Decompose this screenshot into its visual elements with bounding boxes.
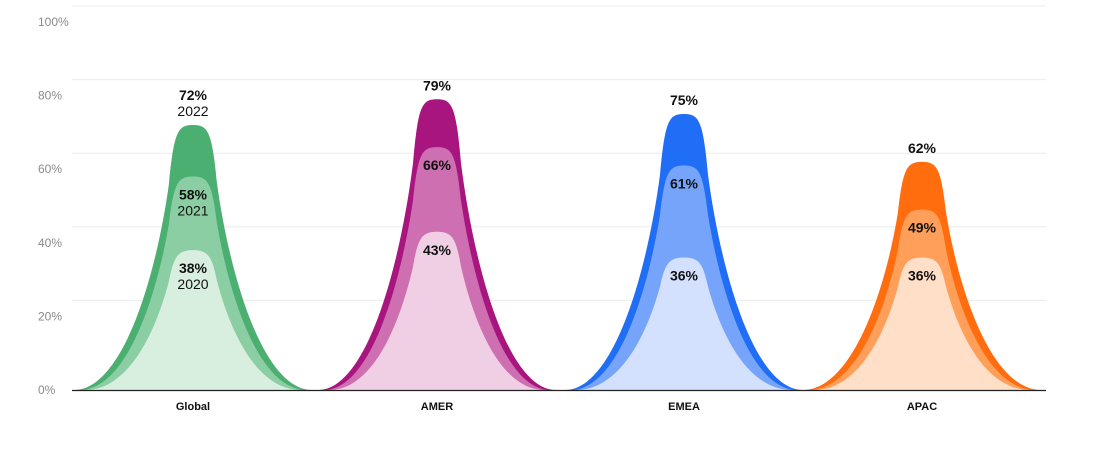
value-labels: 72%2022 58%2021 38%2020 79% 66% 43% 75% 61% 36% 6… [177,77,936,292]
value-label-amer-2022: 79% [423,77,452,93]
peak-apac-2020 [816,257,1028,390]
value-label-apac-2020: 36% [908,268,937,284]
y-tick-label: 0% [38,383,56,397]
value-label-global-2021: 58% [179,187,208,203]
year-label-2022: 2022 [177,103,208,119]
peak-global-2020 [87,250,299,390]
value-label-global-2020: 38% [179,260,208,276]
x-tick-label-global: Global [176,401,210,413]
x-axis-ticks: Global AMER EMEA APAC [176,401,937,413]
peak-amer-2020 [331,231,543,390]
year-label-2021: 2021 [177,203,208,219]
value-label-apac-2021: 49% [908,220,937,236]
value-label-apac-2022: 62% [908,140,937,156]
peak-emea-2020 [578,257,790,390]
value-label-amer-2020: 43% [423,242,452,258]
y-tick-label: 80% [38,89,62,103]
value-label-global-2022: 72% [179,87,208,103]
year-label-2020: 2020 [177,276,208,292]
y-tick-label: 20% [38,309,62,323]
x-tick-label-apac: APAC [907,401,937,413]
y-tick-label: 40% [38,236,62,250]
value-label-amer-2021: 66% [423,157,452,173]
value-label-emea-2021: 61% [670,176,699,192]
x-tick-label-emea: EMEA [668,401,700,413]
y-tick-label: 100% [38,15,69,29]
value-label-emea-2022: 75% [670,92,699,108]
peaks [75,99,1040,390]
value-label-emea-2020: 36% [670,268,699,284]
x-tick-label-amer: AMER [421,401,453,413]
y-tick-label: 60% [38,162,62,176]
y-axis-ticks: 0% 20% 40% 60% 80% 100% [38,15,69,397]
